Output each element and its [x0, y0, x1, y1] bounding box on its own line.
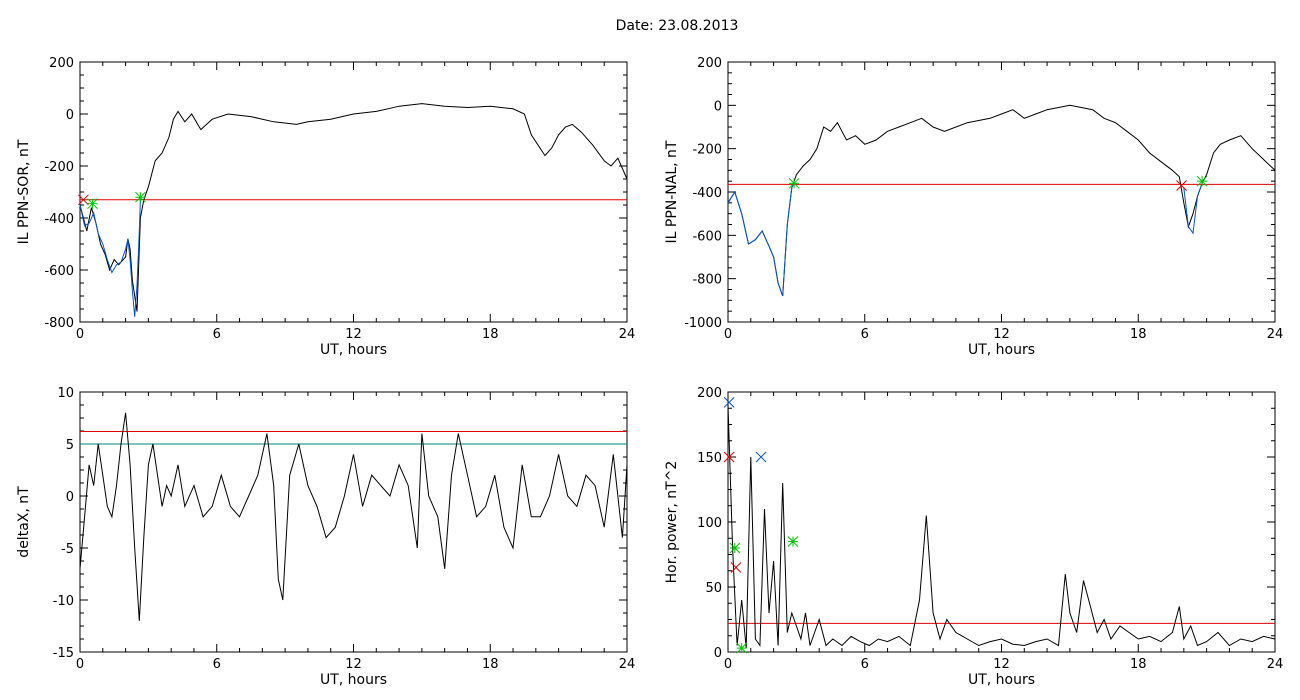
- sor-ytick-label: -400: [44, 212, 74, 227]
- deltax-xtick-label: 24: [619, 657, 636, 672]
- sor-ytick-label: 0: [66, 108, 74, 123]
- power-marker-4: [755, 451, 767, 463]
- deltax-x-axis-label: UT, hours: [320, 672, 387, 688]
- sor-ytick-label: 200: [49, 56, 74, 71]
- nal-marker-1: [1176, 180, 1187, 191]
- power-y-axis-label: Hor. power, nT^2: [664, 461, 680, 584]
- panel-nal: 0 6 12 18 24 -1000 -800 -600 -400 -200 0 200 UT, hou…: [664, 56, 1283, 358]
- sor-xtick-label: 0: [76, 327, 84, 342]
- power-x-axis-label: UT, hours: [968, 672, 1035, 688]
- nal-ytick-label: -400: [692, 186, 722, 201]
- sor-xtick-label: 24: [619, 327, 636, 342]
- deltax-series-line-0: [79, 412, 628, 621]
- sor-series-line-0: [79, 103, 628, 312]
- sor-plot-frame: [79, 61, 628, 323]
- sor-ytick-label: -600: [44, 264, 74, 279]
- sor-marker-1: [87, 198, 98, 210]
- nal-ytick-label: -1000: [684, 316, 722, 331]
- nal-y-axis-label: IL PPN-NAL, nT: [664, 140, 680, 243]
- nal-series-line-0: [727, 104, 1276, 297]
- deltax-ytick-label: 5: [66, 438, 74, 453]
- sor-xtick-label: 18: [482, 327, 499, 342]
- power-ytick-label: 0: [714, 646, 722, 661]
- nal-series-line-1: [727, 183, 795, 297]
- deltax-xtick-label: 12: [345, 657, 362, 672]
- deltax-y-axis-label: deltaX, nT: [16, 486, 32, 558]
- power-marker-2: [729, 542, 741, 554]
- power-marker-6: [736, 642, 748, 654]
- power-xtick-label: 24: [1267, 657, 1284, 672]
- sor-marker-0: [78, 194, 89, 206]
- nal-xtick-label: 0: [724, 327, 732, 342]
- marker-stroke: [730, 562, 742, 573]
- power-xtick-label: 12: [993, 657, 1010, 672]
- marker-stroke: [723, 451, 735, 463]
- nal-ytick-label: 200: [697, 56, 722, 71]
- sor-ytick-label: -200: [44, 160, 74, 175]
- sor-series-line-1: [79, 199, 141, 317]
- deltax-xtick-label: 6: [213, 657, 221, 672]
- power-xtick-label: 6: [861, 657, 869, 672]
- marker-stroke: [1176, 180, 1187, 191]
- nal-marker-2: [1196, 175, 1208, 187]
- deltax-plot-frame: [79, 391, 628, 653]
- marker-stroke: [78, 194, 89, 206]
- nal-plot-frame: [727, 61, 1276, 323]
- power-series-line-0: [727, 404, 1276, 649]
- deltax-ytick-label: -10: [53, 594, 74, 609]
- panel-power: 0 6 12 18 24 0 50 100 150 200 UT, hours Hor. power,…: [664, 386, 1283, 688]
- nal-xtick-label: 18: [1130, 327, 1147, 342]
- marker-stroke: [755, 451, 767, 463]
- nal-ytick-label: -600: [692, 229, 722, 244]
- panel-deltax: 0 6 12 18 24 -15 -10 -5 0 5 10 UT, hours deltaX, nT: [16, 386, 635, 688]
- power-plot-frame: [727, 391, 1276, 653]
- marker-stroke: [723, 397, 735, 408]
- sor-xtick-label: 12: [345, 327, 362, 342]
- nal-xtick-label: 6: [861, 327, 869, 342]
- sor-xtick-label: 6: [213, 327, 221, 342]
- power-xtick-label: 18: [1130, 657, 1147, 672]
- nal-marker-0: [788, 177, 800, 189]
- power-ytick-label: 150: [697, 451, 722, 466]
- nal-x-axis-label: UT, hours: [968, 342, 1035, 358]
- nal-xtick-label: 12: [993, 327, 1010, 342]
- power-ytick-label: 100: [697, 516, 722, 531]
- sor-ytick-label: -800: [44, 316, 74, 331]
- power-marker-1: [723, 451, 735, 463]
- date-title: Date: 23.08.2013: [615, 18, 739, 34]
- deltax-ytick-label: 10: [57, 386, 74, 401]
- power-marker-5: [787, 536, 799, 547]
- deltax-ytick-label: 0: [66, 490, 74, 505]
- power-ytick-label: 50: [705, 581, 722, 596]
- nal-xtick-label: 24: [1267, 327, 1284, 342]
- deltax-xtick-label: 18: [482, 657, 499, 672]
- panel-sor: 0 6 12 18 24 -800 -600 -400 -200 0 200 UT, hours IL …: [16, 56, 635, 358]
- power-marker-3: [730, 562, 742, 573]
- deltax-xtick-label: 0: [76, 657, 84, 672]
- deltax-ytick-label: -15: [53, 646, 74, 661]
- power-ytick-label: 200: [697, 386, 722, 401]
- nal-ytick-label: 0: [714, 99, 722, 114]
- power-xtick-label: 0: [724, 657, 732, 672]
- nal-series-line-2: [1183, 183, 1203, 235]
- deltax-ytick-label: -5: [61, 542, 74, 557]
- nal-ytick-label: -200: [692, 143, 722, 158]
- power-marker-0: [723, 397, 735, 408]
- nal-ytick-label: -800: [692, 273, 722, 288]
- sor-x-axis-label: UT, hours: [320, 342, 387, 358]
- sor-y-axis-label: IL PPN-SOR, nT: [16, 139, 32, 244]
- sor-marker-2: [135, 191, 146, 203]
